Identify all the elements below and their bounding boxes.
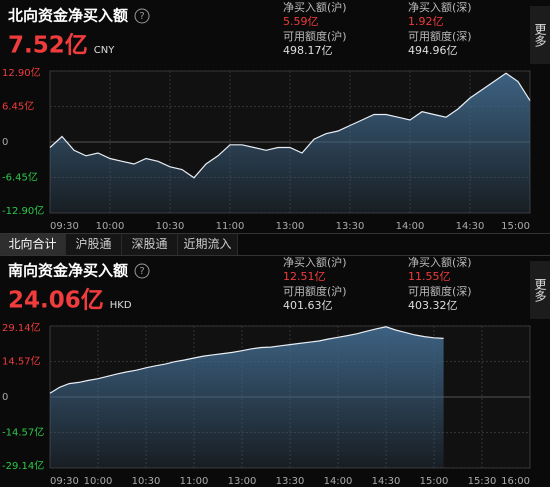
x-tick-label: 11:00 [216, 221, 245, 232]
x-tick-label: 14:30 [372, 476, 401, 487]
x-tick-label: 10:30 [156, 221, 185, 232]
x-tick-label: 09:30 [50, 476, 79, 487]
x-tick-label: 10:00 [84, 476, 113, 487]
x-tick-label: 13:30 [336, 221, 365, 232]
stat-label: 净买入额(沪) [283, 255, 347, 269]
x-tick-label: 11:00 [180, 476, 209, 487]
y-tick-label: 12.90亿 [2, 66, 41, 79]
stat-label: 净买入额(沪) [283, 0, 347, 14]
x-tick-label: 15:30 [468, 476, 497, 487]
x-tick-label: 09:30 [50, 221, 79, 232]
more-button[interactable]: 更多 [530, 6, 550, 64]
x-tick-label: 13:00 [228, 476, 257, 487]
stat-value: 11.55亿 [408, 270, 451, 283]
stat-value: 1.92亿 [408, 15, 444, 28]
x-tick-label: 13:00 [276, 221, 305, 232]
y-tick-label: 14.57亿 [2, 355, 41, 368]
stat-value: 498.17亿 [283, 44, 333, 57]
stat-label: 可用额度(沪) [283, 29, 347, 43]
x-tick-label: 14:00 [324, 476, 353, 487]
help-icon[interactable] [134, 263, 150, 279]
stat-value: 5.59亿 [283, 15, 319, 28]
stat-value: 494.96亿 [408, 44, 458, 57]
more-button[interactable]: 更多 [530, 261, 550, 319]
panel-title: 南向资金净买入额 [8, 262, 128, 280]
x-tick-label: 13:30 [276, 476, 305, 487]
y-tick-label: -6.45亿 [2, 171, 38, 184]
y-tick-label: -29.14亿 [2, 459, 44, 472]
y-tick-label: 0 [2, 392, 8, 403]
y-tick-label: 6.45亿 [2, 100, 34, 113]
help-icon-mark: ? [139, 11, 144, 22]
tab[interactable]: 近期流入 [178, 234, 238, 255]
x-tick-label: 10:00 [96, 221, 125, 232]
stat-value: 401.63亿 [283, 299, 333, 312]
x-tick-label: 14:00 [396, 221, 425, 232]
line [49, 72, 531, 179]
tab[interactable]: 沪股通 [66, 234, 122, 255]
help-icon[interactable] [134, 8, 150, 24]
stat-label: 净买入额(深) [408, 0, 472, 14]
currency: CNY [94, 45, 115, 56]
y-tick-label: 0 [2, 137, 8, 148]
x-tick-label: 15:00 [501, 221, 530, 232]
area-fill [50, 326, 444, 468]
headline-value: 24.06亿 [8, 288, 104, 314]
panel-title: 北向资金净买入额 [8, 7, 128, 25]
stat-label: 可用额度(深) [408, 284, 472, 298]
tab[interactable]: 深股通 [122, 234, 178, 255]
stat-value: 403.32亿 [408, 299, 458, 312]
stat-label: 净买入额(深) [408, 255, 472, 269]
stat-label: 可用额度(沪) [283, 284, 347, 298]
y-tick-label: 29.14亿 [2, 321, 41, 334]
stat-label: 可用额度(深) [408, 29, 472, 43]
x-tick-label: 14:30 [456, 221, 485, 232]
area-fill [50, 73, 530, 213]
stat-value: 12.51亿 [283, 270, 326, 283]
y-tick-label: -12.90亿 [2, 204, 44, 217]
tab[interactable]: 北向合计 [0, 234, 66, 255]
currency: HKD [110, 300, 132, 311]
line [49, 326, 444, 394]
x-tick-label: 10:30 [132, 476, 161, 487]
headline-value: 7.52亿 [8, 33, 88, 59]
help-icon-mark: ? [139, 266, 144, 277]
y-tick-label: -14.57亿 [2, 426, 44, 439]
x-tick-label: 16:00 [501, 476, 530, 487]
x-tick-label: 15:00 [420, 476, 449, 487]
